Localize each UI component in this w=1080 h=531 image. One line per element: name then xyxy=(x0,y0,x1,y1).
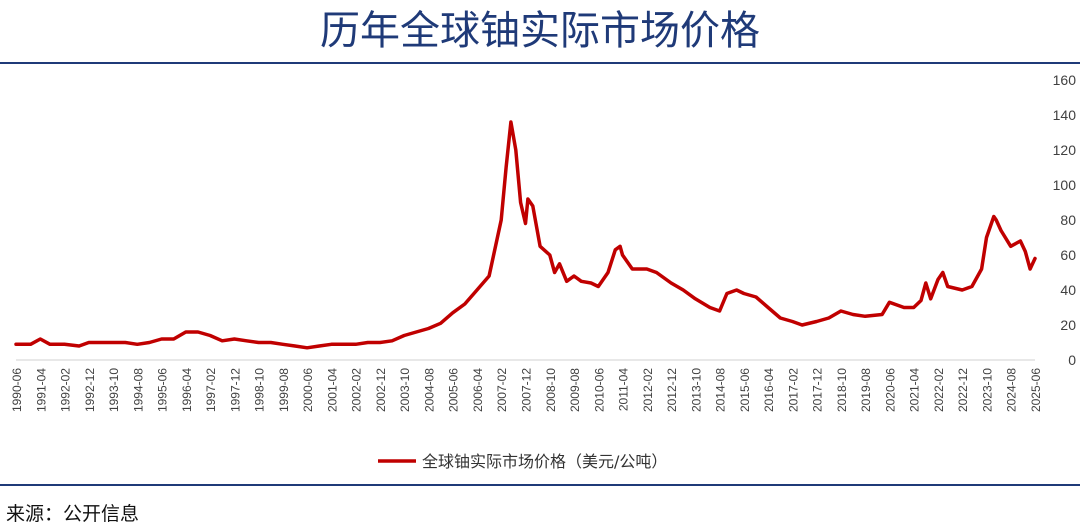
x-tick-label: 2002-12 xyxy=(374,368,388,412)
x-tick-label: 1997-12 xyxy=(228,368,242,412)
x-tick-label: 1995-06 xyxy=(156,368,170,412)
x-tick-label: 2010-06 xyxy=(592,368,606,412)
x-tick-label: 1992-02 xyxy=(59,368,73,412)
x-tick-label: 2012-12 xyxy=(665,368,679,412)
x-tick-label: 2007-12 xyxy=(520,368,534,412)
y-tick-label: 40 xyxy=(1060,282,1076,298)
y-tick-label: 100 xyxy=(1053,177,1077,193)
x-tick-label: 1994-08 xyxy=(131,368,145,412)
x-tick-label: 2019-08 xyxy=(859,368,873,412)
y-tick-label: 60 xyxy=(1060,247,1076,263)
x-tick-label: 1990-06 xyxy=(10,368,24,412)
x-tick-label: 2004-08 xyxy=(422,368,436,412)
x-tick-label: 1998-10 xyxy=(253,368,267,412)
x-tick-label: 2017-12 xyxy=(811,368,825,412)
x-tick-label: 1993-10 xyxy=(107,368,121,412)
x-tick-label: 2022-02 xyxy=(932,368,946,412)
y-tick-label: 80 xyxy=(1060,212,1076,228)
x-tick-label: 2002-02 xyxy=(350,368,364,412)
x-tick-label: 2014-08 xyxy=(714,368,728,412)
x-tick-label: 2000-06 xyxy=(301,368,315,412)
title-rule xyxy=(0,62,1080,64)
x-tick-label: 2024-08 xyxy=(1005,368,1019,412)
x-tick-label: 2018-10 xyxy=(835,368,849,412)
x-tick-label: 1992-12 xyxy=(83,368,97,412)
y-tick-label: 160 xyxy=(1053,72,1077,88)
x-tick-label: 2013-10 xyxy=(689,368,703,412)
x-tick-label: 1996-04 xyxy=(180,368,194,412)
x-tick-label: 2015-06 xyxy=(738,368,752,412)
x-tick-label: 2008-10 xyxy=(544,368,558,412)
x-tick-label: 2020-06 xyxy=(883,368,897,412)
source-note: 来源：公开信息 xyxy=(6,503,140,525)
y-tick-label: 120 xyxy=(1053,142,1077,158)
x-tick-label: 2011-04 xyxy=(617,368,631,411)
footer-rule xyxy=(0,484,1080,486)
y-tick-label: 0 xyxy=(1068,352,1076,368)
x-tick-label: 2016-04 xyxy=(762,368,776,412)
x-tick-label: 2001-04 xyxy=(325,368,339,412)
x-tick-label: 2022-12 xyxy=(956,368,970,412)
x-tick-label: 2006-04 xyxy=(471,368,485,412)
chart-legend: 全球铀实际市场价格（美元/公吨） xyxy=(378,452,667,471)
page-title: 历年全球铀实际市场价格 xyxy=(320,8,760,54)
x-tick-label: 2007-02 xyxy=(495,368,509,412)
chart-axes: 0 20 40 60 80 100 120 140 160 1990-06 1991-04 1992-… xyxy=(10,72,1076,412)
x-tick-label: 2012-02 xyxy=(641,368,655,412)
y-tick-label: 20 xyxy=(1060,317,1076,333)
y-tick-label: 140 xyxy=(1053,107,1077,123)
legend-label: 全球铀实际市场价格（美元/公吨） xyxy=(422,452,667,471)
x-tick-label: 2003-10 xyxy=(398,368,412,412)
series-line xyxy=(14,120,1037,350)
x-tick-label: 2005-06 xyxy=(447,368,461,412)
x-tick-label: 1991-04 xyxy=(34,368,48,412)
x-tick-label: 2023-10 xyxy=(980,368,994,412)
line-chart: 0 20 40 60 80 100 120 140 160 1990-06 1991-04 1992-… xyxy=(10,72,1076,471)
x-tick-label: 1999-08 xyxy=(277,368,291,412)
x-tick-label: 1997-02 xyxy=(204,368,218,412)
x-tick-label: 2021-04 xyxy=(908,368,922,412)
x-tick-label: 2009-08 xyxy=(568,368,582,412)
x-tick-label: 2017-02 xyxy=(786,368,800,412)
x-tick-label: 2025-06 xyxy=(1029,368,1043,412)
chart-series xyxy=(14,120,1037,350)
